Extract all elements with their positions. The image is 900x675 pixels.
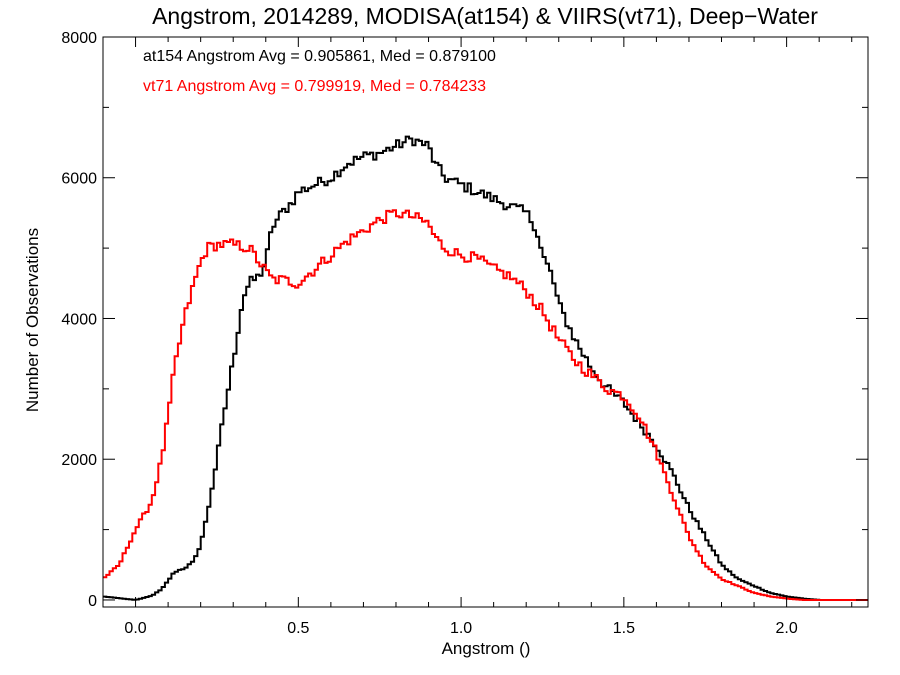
- x-axis: 0.0 0.5 1.0 1.5 2.0: [102, 37, 853, 637]
- y-tick-label: 6000: [61, 171, 97, 188]
- x-tick-label: 0.5: [287, 620, 309, 637]
- x-tick-label: 1.5: [613, 620, 635, 637]
- y-axis: 0 2000 4000 6000 8000: [61, 30, 868, 610]
- x-tick-label: 0.0: [124, 620, 146, 637]
- x-tick-label: 2.0: [775, 620, 797, 637]
- y-tick-label: 0: [88, 593, 97, 610]
- annotation-vt71-stats: vt71 Angstrom Avg = 0.799919, Med = 0.78…: [143, 78, 486, 95]
- y-axis-label: Number of Observations: [23, 228, 42, 412]
- annotation-at154-stats: at154 Angstrom Avg = 0.905861, Med = 0.8…: [143, 48, 496, 65]
- x-tick-label: 1.0: [450, 620, 472, 637]
- series-line-vt71: [103, 209, 868, 601]
- y-tick-label: 2000: [61, 452, 97, 469]
- y-tick-label: 4000: [61, 311, 97, 328]
- chart-title: Angstrom, 2014289, MODISA(at154) & VIIRS…: [152, 3, 818, 29]
- x-axis-label: Angstrom (): [442, 639, 531, 658]
- series-line-at154: [103, 135, 868, 601]
- y-tick-label: 8000: [61, 30, 97, 47]
- plot-frame: [102, 36, 869, 608]
- plot-area: [103, 135, 868, 601]
